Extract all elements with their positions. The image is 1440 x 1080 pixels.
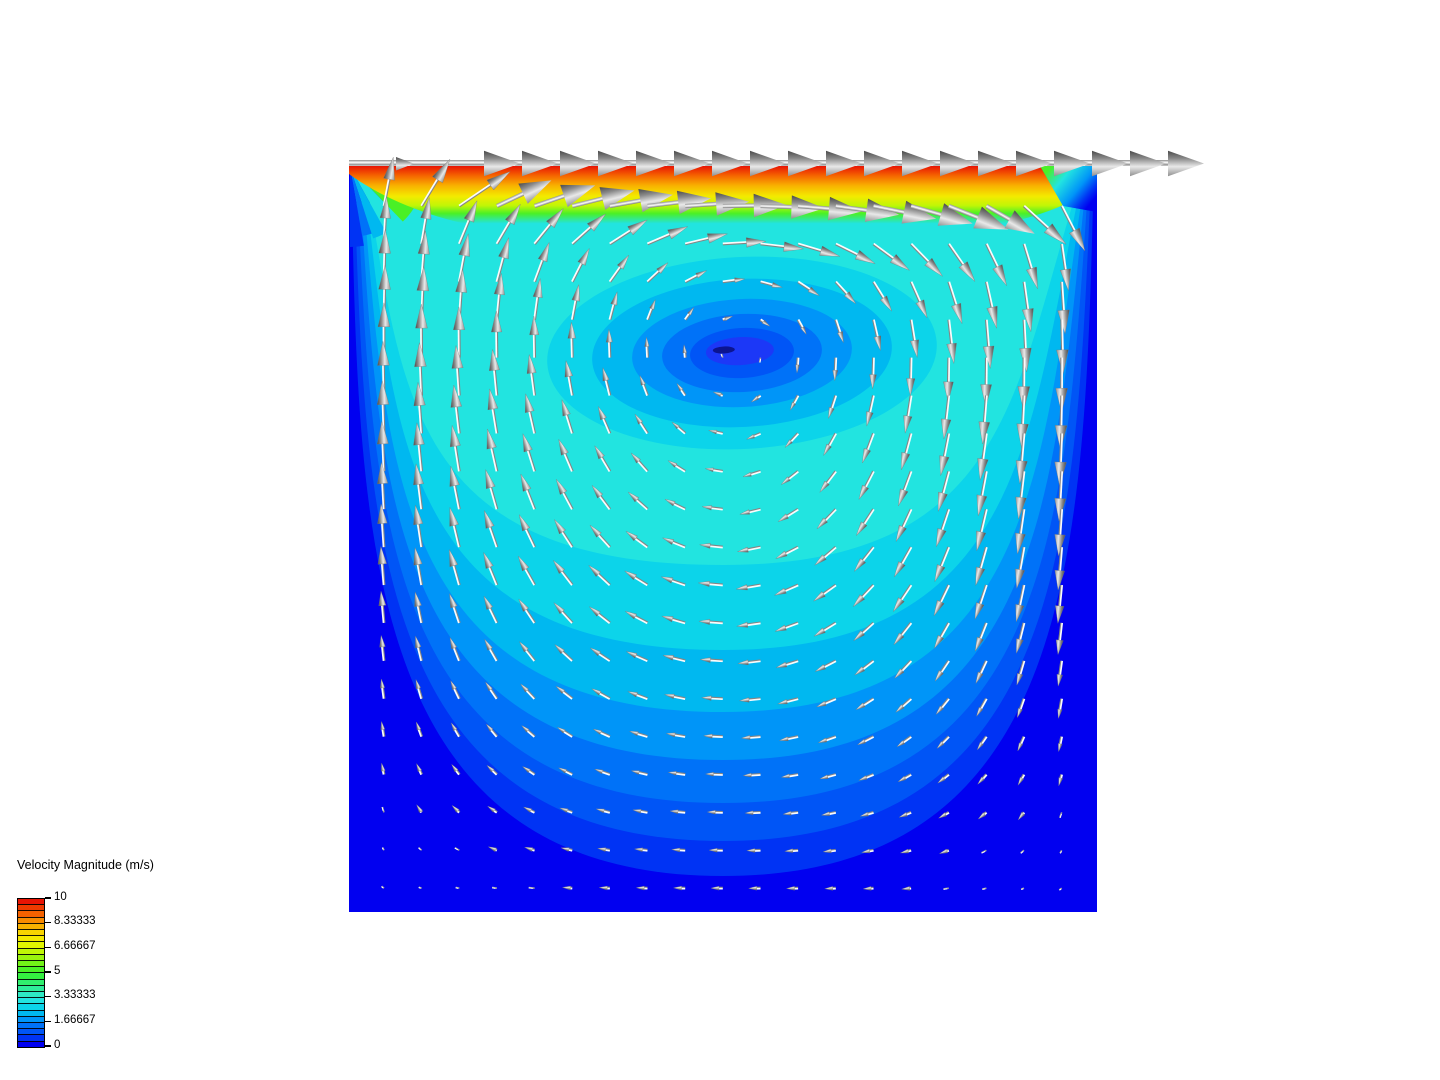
vector-arrows	[376, 157, 1086, 891]
contour-field	[349, 166, 1097, 912]
lid-arrows	[349, 150, 1204, 177]
vortex-rings	[547, 256, 937, 450]
